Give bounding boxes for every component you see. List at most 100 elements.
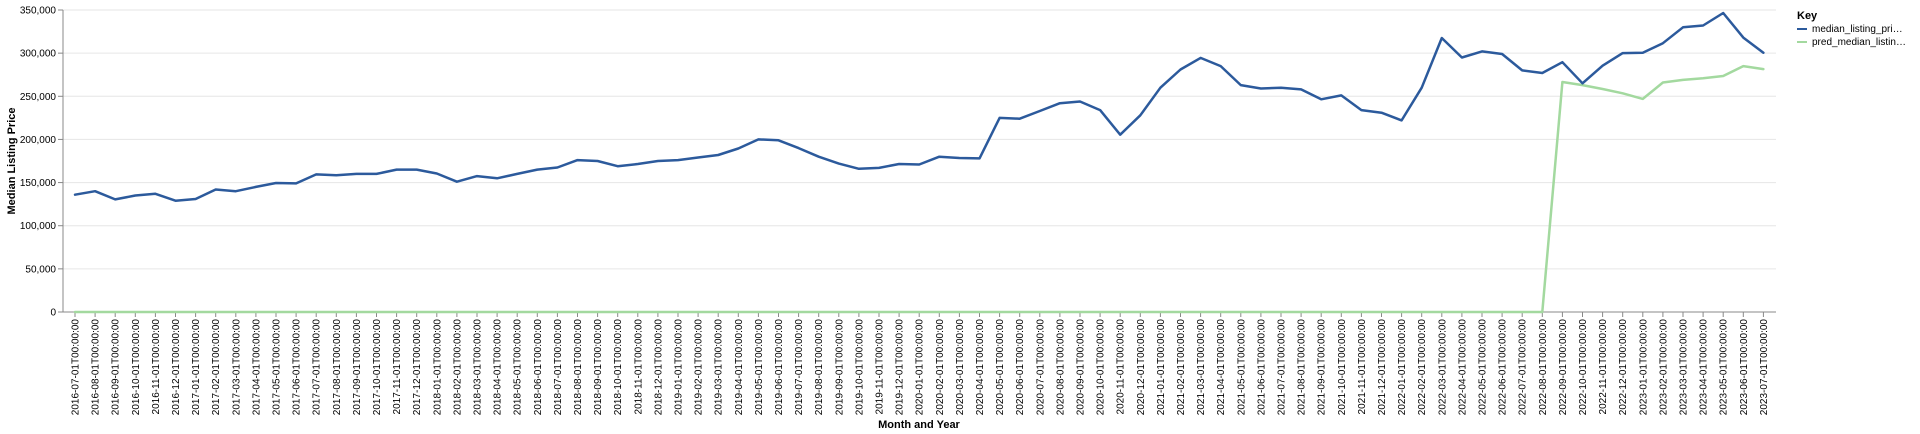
x-tick-label: 2017-05-01T00:00:00 — [272, 319, 283, 416]
x-tick-label: 2018-10-01T00:00:00 — [613, 319, 624, 416]
x-tick-label: 2022-03-01T00:00:00 — [1437, 319, 1448, 416]
y-tick-label: 200,000 — [20, 135, 57, 146]
x-tick-label: 2022-05-01T00:00:00 — [1478, 319, 1489, 416]
x-tick-label: 2023-06-01T00:00:00 — [1739, 319, 1750, 416]
x-tick-label: 2022-10-01T00:00:00 — [1578, 319, 1589, 416]
x-tick-label: 2018-05-01T00:00:00 — [513, 319, 524, 416]
x-tick-label: 2017-03-01T00:00:00 — [231, 319, 242, 416]
x-tick-label: 2016-07-01T00:00:00 — [71, 319, 82, 416]
x-tick-label: 2020-08-01T00:00:00 — [1055, 319, 1066, 416]
x-tick-label: 2016-10-01T00:00:00 — [131, 319, 142, 416]
x-tick-label: 2021-08-01T00:00:00 — [1297, 319, 1308, 416]
x-tick-label: 2017-09-01T00:00:00 — [352, 319, 363, 416]
y-tick-label: 350,000 — [20, 6, 57, 17]
y-axis-title: Median Listing Price — [6, 108, 18, 215]
x-tick-label: 2022-01-01T00:00:00 — [1397, 319, 1408, 416]
x-tick-label: 2016-09-01T00:00:00 — [111, 319, 122, 416]
y-tick-label: 250,000 — [20, 92, 57, 103]
x-tick-label: 2023-07-01T00:00:00 — [1759, 319, 1770, 416]
x-tick-label: 2017-08-01T00:00:00 — [332, 319, 343, 416]
x-tick-label: 2023-04-01T00:00:00 — [1699, 319, 1710, 416]
x-tick-label: 2018-08-01T00:00:00 — [573, 319, 584, 416]
x-tick-label: 2021-04-01T00:00:00 — [1216, 319, 1227, 416]
axes — [62, 10, 1776, 313]
y-ticks: 0 50,000 100,000 150,000 200,000 250,000 300,0… — [20, 6, 63, 319]
x-tick-label: 2018-04-01T00:00:00 — [493, 319, 504, 416]
x-ticks: 2016-07-01T00:00:00 2016-08-01T00:00:00 20… — [71, 312, 1770, 415]
x-tick-label: 2017-10-01T00:00:00 — [372, 319, 383, 416]
x-tick-label: 2020-12-01T00:00:00 — [1136, 319, 1147, 416]
x-tick-label: 2021-12-01T00:00:00 — [1377, 319, 1388, 416]
x-tick-label: 2022-11-01T00:00:00 — [1598, 319, 1609, 415]
series-lines — [73, 11, 1765, 314]
x-tick-label: 2018-02-01T00:00:00 — [452, 319, 463, 416]
y-tick-label: 300,000 — [20, 49, 57, 60]
x-tick-label: 2021-10-01T00:00:00 — [1337, 319, 1348, 416]
x-tick-label: 2017-04-01T00:00:00 — [251, 319, 262, 416]
x-tick-label: 2019-12-01T00:00:00 — [895, 319, 906, 416]
x-tick-label: 2019-10-01T00:00:00 — [854, 319, 865, 416]
x-tick-label: 2020-04-01T00:00:00 — [975, 319, 986, 416]
x-tick-label: 2019-08-01T00:00:00 — [814, 319, 825, 416]
legend-title: Key — [1797, 10, 1818, 22]
x-tick-label: 2016-08-01T00:00:00 — [91, 319, 102, 416]
y-tick-label: 100,000 — [20, 221, 57, 232]
x-tick-label: 2020-02-01T00:00:00 — [935, 319, 946, 416]
x-tick-label: 2020-10-01T00:00:00 — [1096, 319, 1107, 416]
x-tick-label: 2023-03-01T00:00:00 — [1679, 319, 1690, 416]
x-tick-label: 2019-11-01T00:00:00 — [875, 319, 886, 415]
x-tick-label: 2022-07-01T00:00:00 — [1518, 319, 1529, 416]
y-tick-label: 0 — [50, 308, 56, 319]
x-tick-label: 2017-12-01T00:00:00 — [412, 319, 423, 416]
x-tick-label: 2019-01-01T00:00:00 — [674, 319, 685, 416]
x-tick-label: 2021-01-01T00:00:00 — [1156, 319, 1167, 416]
x-axis-title: Month and Year — [878, 419, 960, 431]
x-tick-label: 2016-12-01T00:00:00 — [171, 319, 182, 416]
legend-items: median_listing_pri… pred_median_listin… — [1797, 24, 1906, 48]
x-tick-label: 2020-03-01T00:00:00 — [955, 319, 966, 416]
x-tick-label: 2018-09-01T00:00:00 — [593, 319, 604, 416]
x-tick-label: 2018-06-01T00:00:00 — [533, 319, 544, 416]
x-tick-label: 2017-01-01T00:00:00 — [191, 319, 202, 416]
x-tick-label: 2021-03-01T00:00:00 — [1196, 319, 1207, 416]
x-tick-label: 2020-07-01T00:00:00 — [1035, 319, 1046, 416]
x-tick-label: 2017-06-01T00:00:00 — [292, 319, 303, 416]
x-tick-label: 2020-01-01T00:00:00 — [915, 319, 926, 416]
x-tick-label: 2021-06-01T00:00:00 — [1256, 319, 1267, 416]
x-tick-label: 2023-05-01T00:00:00 — [1719, 319, 1730, 416]
x-tick-label: 2016-11-01T00:00:00 — [151, 319, 162, 415]
x-tick-label: 2019-06-01T00:00:00 — [774, 319, 785, 416]
x-tick-label: 2017-02-01T00:00:00 — [211, 319, 222, 416]
y-tick-label: 50,000 — [25, 264, 56, 275]
x-tick-label: 2017-07-01T00:00:00 — [312, 319, 323, 416]
x-tick-label: 2022-12-01T00:00:00 — [1618, 319, 1629, 416]
x-tick-label: 2019-03-01T00:00:00 — [714, 319, 725, 416]
x-tick-label: 2019-05-01T00:00:00 — [754, 319, 765, 416]
x-tick-label: 2019-09-01T00:00:00 — [834, 319, 845, 416]
x-tick-label: 2018-03-01T00:00:00 — [473, 319, 484, 416]
x-tick-label: 2021-05-01T00:00:00 — [1236, 319, 1247, 416]
x-tick-label: 2018-11-01T00:00:00 — [633, 319, 644, 415]
x-tick-label: 2019-07-01T00:00:00 — [794, 319, 805, 416]
x-tick-label: 2021-11-01T00:00:00 — [1357, 319, 1368, 415]
x-tick-label: 2019-04-01T00:00:00 — [734, 319, 745, 416]
legend: Key median_listing_pri… pred_median_listi… — [1797, 10, 1906, 48]
x-tick-label: 2023-01-01T00:00:00 — [1638, 319, 1649, 416]
x-tick-label: 2023-02-01T00:00:00 — [1658, 319, 1669, 416]
series-line-1 — [73, 64, 1765, 314]
series-line-0 — [73, 11, 1765, 202]
x-tick-label: 2022-06-01T00:00:00 — [1498, 319, 1509, 416]
x-tick-label: 2019-02-01T00:00:00 — [694, 319, 705, 416]
x-tick-label: 2022-02-01T00:00:00 — [1417, 319, 1428, 416]
x-tick-label: 2018-07-01T00:00:00 — [553, 319, 564, 416]
x-tick-label: 2017-11-01T00:00:00 — [392, 319, 403, 415]
gridlines — [63, 9, 1776, 313]
x-tick-label: 2022-04-01T00:00:00 — [1457, 319, 1468, 416]
x-tick-label: 2018-01-01T00:00:00 — [432, 319, 443, 416]
y-tick-label: 150,000 — [20, 178, 57, 189]
x-tick-label: 2020-06-01T00:00:00 — [1015, 319, 1026, 416]
x-tick-label: 2021-07-01T00:00:00 — [1277, 319, 1288, 416]
x-tick-label: 2018-12-01T00:00:00 — [653, 319, 664, 416]
x-tick-label: 2020-11-01T00:00:00 — [1116, 319, 1127, 415]
